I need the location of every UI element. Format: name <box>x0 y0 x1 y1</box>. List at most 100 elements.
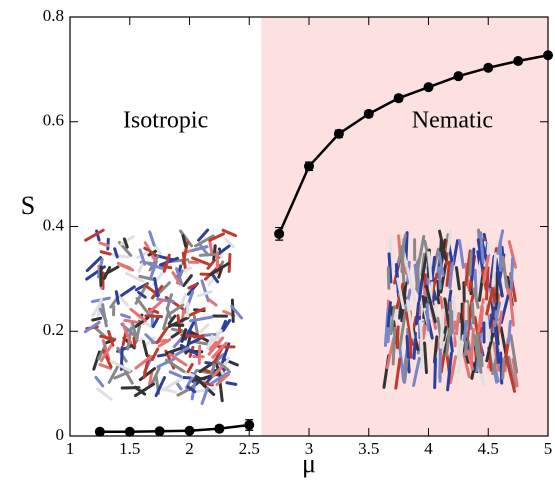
rod <box>178 229 194 248</box>
rod <box>174 267 184 286</box>
rod <box>151 316 160 329</box>
rod <box>91 316 103 322</box>
rod <box>119 263 135 272</box>
x-tick-label: 1 <box>66 439 75 458</box>
data-point <box>453 71 464 82</box>
rod <box>120 285 136 297</box>
rod <box>155 326 169 345</box>
rod <box>113 369 133 380</box>
x-tick-label: 3 <box>305 439 314 458</box>
data-point <box>513 55 524 66</box>
x-tick-label: 5 <box>544 439 553 458</box>
rod <box>186 307 206 318</box>
rod <box>472 333 480 358</box>
rod <box>218 379 224 403</box>
rod <box>121 322 133 345</box>
rod <box>412 356 421 387</box>
rod <box>148 230 156 247</box>
rod <box>405 299 415 339</box>
y-tick-label: 0.4 <box>43 215 65 234</box>
rod <box>148 370 154 387</box>
rod <box>154 376 166 398</box>
rod <box>156 357 176 369</box>
y-tick-label: 0.2 <box>43 320 64 339</box>
rod <box>224 237 235 249</box>
rod <box>454 266 461 291</box>
x-tick-label: 2.5 <box>239 439 260 458</box>
plot: 1 1.5 2 2.5 3 3.5 4 4.5 5 0 0.2 0.4 0.6 0.8 Isotropic N… <box>43 6 553 458</box>
rod <box>133 385 147 396</box>
rod <box>164 358 186 373</box>
rod <box>504 354 517 393</box>
rod <box>167 314 177 326</box>
data-point <box>333 128 344 139</box>
rod <box>425 303 430 332</box>
rod <box>208 261 230 277</box>
rod <box>137 261 145 273</box>
snapshot-image <box>83 228 244 405</box>
rod <box>221 228 238 238</box>
rod <box>494 260 504 298</box>
x-tick-label: 4.5 <box>478 439 499 458</box>
data-point <box>214 423 225 434</box>
rod <box>148 255 160 272</box>
rod <box>511 357 519 388</box>
rod <box>457 322 461 360</box>
rod <box>180 309 186 327</box>
rod <box>162 310 171 331</box>
rod <box>495 270 499 311</box>
rod <box>186 385 197 394</box>
annotation: Isotropic <box>123 107 208 133</box>
rod <box>153 276 160 298</box>
x-tick-label: 4 <box>424 439 433 458</box>
rod <box>509 333 519 374</box>
rod <box>446 229 453 253</box>
rod <box>166 293 173 310</box>
rod <box>168 352 188 367</box>
rod <box>149 260 158 279</box>
data-point <box>423 82 434 93</box>
rod <box>412 331 417 360</box>
rod <box>424 284 437 324</box>
rod <box>388 236 394 272</box>
rod <box>403 357 409 384</box>
rod <box>499 289 511 325</box>
rod <box>445 260 451 287</box>
x-tick-label: 1.5 <box>119 439 140 458</box>
rod <box>454 311 461 336</box>
rod <box>181 234 188 248</box>
rod <box>144 314 164 319</box>
rod <box>400 239 406 273</box>
data-point <box>274 228 285 239</box>
rod <box>125 272 145 284</box>
y-axis-label: S <box>21 191 35 220</box>
rod <box>507 240 518 269</box>
data-point <box>393 93 404 104</box>
rod <box>132 336 137 348</box>
rod <box>485 329 495 363</box>
rod <box>395 325 400 350</box>
data-point <box>543 50 553 61</box>
rod <box>221 357 239 367</box>
rod <box>475 333 483 374</box>
rod <box>200 381 214 387</box>
rod <box>225 381 238 386</box>
rod <box>438 229 448 261</box>
rod <box>200 386 210 405</box>
rod <box>417 280 424 303</box>
rod <box>211 365 224 378</box>
rod <box>92 350 101 371</box>
rod <box>501 255 509 289</box>
rod <box>386 266 391 290</box>
rod <box>84 228 105 242</box>
rod <box>230 298 235 323</box>
rod <box>192 334 205 339</box>
rod <box>470 247 476 282</box>
rod <box>215 373 230 386</box>
rod <box>479 231 485 264</box>
rod <box>114 290 120 305</box>
rod <box>508 288 515 327</box>
rod <box>208 340 218 351</box>
rod <box>436 279 441 305</box>
